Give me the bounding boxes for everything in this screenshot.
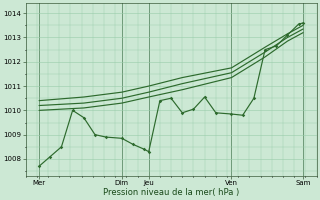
X-axis label: Pression niveau de la mer( hPa ): Pression niveau de la mer( hPa ) [103, 188, 239, 197]
